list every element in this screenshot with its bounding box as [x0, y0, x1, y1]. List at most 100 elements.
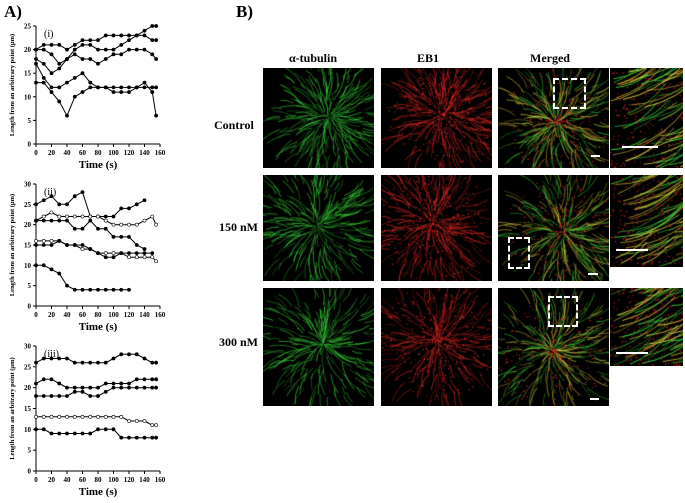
series-line — [35, 211, 157, 226]
data-point — [103, 389, 108, 394]
data-point — [154, 113, 159, 118]
data-point — [127, 381, 131, 386]
data-point — [119, 352, 124, 357]
data-point — [134, 222, 139, 227]
data-point — [72, 414, 77, 419]
data-point — [41, 239, 46, 243]
data-point — [119, 385, 124, 390]
data-point — [142, 251, 147, 256]
data-point — [150, 255, 155, 260]
data-point — [65, 243, 69, 247]
row-header-150nm: 150 nM — [219, 220, 258, 234]
data-point — [150, 385, 155, 390]
data-point — [41, 356, 46, 361]
data-point — [65, 414, 69, 419]
data-point — [134, 385, 139, 390]
data-point — [127, 38, 131, 43]
data-point — [49, 243, 54, 247]
y-tick-label: 15 — [24, 405, 32, 413]
data-point — [111, 47, 116, 52]
data-point — [96, 360, 100, 365]
y-tick-label: 0 — [28, 141, 32, 149]
zoom-scale-bar-control — [622, 146, 658, 148]
data-point — [150, 38, 155, 43]
data-point — [57, 414, 62, 419]
row-header-control: Control — [214, 118, 254, 132]
y-tick-label: 25 — [24, 23, 32, 31]
data-point — [119, 251, 124, 256]
data-point — [119, 42, 124, 47]
data-point — [88, 214, 93, 219]
data-point — [111, 381, 116, 386]
data-point — [96, 385, 100, 390]
data-point — [134, 85, 139, 90]
data-point — [41, 427, 46, 432]
data-point — [134, 47, 139, 52]
data-point — [119, 287, 124, 292]
data-point — [111, 356, 116, 361]
y-tick-label: 20 — [24, 46, 32, 54]
data-point — [34, 80, 38, 85]
data-point — [119, 381, 124, 386]
y-tick-label: 10 — [24, 426, 32, 434]
data-point — [72, 431, 77, 436]
data-point — [134, 419, 139, 423]
micrograph-300nm-alpha-tubulin — [263, 288, 374, 406]
data-point — [142, 218, 147, 223]
micrograph-control-eb1 — [381, 68, 492, 168]
data-point — [127, 251, 131, 256]
data-point — [88, 394, 93, 398]
data-point — [111, 214, 116, 219]
x-tick-label: 0 — [34, 149, 38, 157]
panel-a-label: A) — [4, 2, 22, 21]
data-point — [111, 90, 116, 94]
data-point — [119, 90, 124, 94]
data-point — [41, 414, 46, 419]
data-point — [72, 47, 77, 52]
data-point — [96, 414, 100, 419]
data-point — [142, 85, 147, 90]
x-tick-label: 20 — [48, 149, 56, 157]
data-point — [111, 222, 116, 227]
data-point — [96, 226, 100, 231]
chart-ii-svg: 0 20 40 60 80 100 120 140 160 0 5 10 15 20 25 30 Time (s… — [9, 181, 166, 334]
data-point — [49, 414, 54, 419]
data-point — [49, 210, 54, 215]
x-tick-label: 160 — [155, 311, 166, 319]
data-point — [111, 85, 116, 90]
data-point — [80, 71, 85, 76]
data-point — [49, 90, 54, 94]
x-tick-label: 40 — [64, 476, 72, 484]
data-point — [119, 234, 124, 239]
x-tick-label: 160 — [155, 476, 166, 484]
x-tick-label: 100 — [108, 311, 119, 319]
data-point — [142, 385, 147, 390]
data-point — [57, 271, 62, 276]
zoom-inset-150nm — [610, 175, 683, 267]
data-point — [127, 234, 131, 239]
data-point — [150, 214, 155, 219]
data-point — [80, 226, 85, 231]
y-tick-label: 10 — [24, 93, 32, 101]
x-tick-label: 80 — [95, 149, 103, 157]
data-point — [57, 214, 62, 219]
data-point — [142, 247, 147, 251]
data-point — [49, 218, 54, 223]
zoom-scale-bar-150nm — [616, 249, 648, 251]
data-point — [127, 255, 131, 260]
data-point — [65, 431, 69, 436]
x-tick-label: 40 — [64, 149, 72, 157]
data-point — [80, 414, 85, 419]
data-point — [80, 385, 85, 390]
data-point — [49, 52, 54, 57]
data-point — [103, 218, 108, 223]
y-tick-label: 0 — [28, 468, 32, 476]
data-point — [72, 385, 77, 390]
data-point — [154, 24, 159, 28]
chart-iii-svg: 0 20 40 60 80 100 120 140 160 0 5 10 15 20 25 30 Time (s… — [9, 343, 166, 499]
data-point — [49, 394, 54, 398]
data-point — [34, 360, 38, 365]
data-point — [57, 381, 62, 386]
data-point — [65, 113, 69, 118]
data-point — [80, 431, 85, 436]
